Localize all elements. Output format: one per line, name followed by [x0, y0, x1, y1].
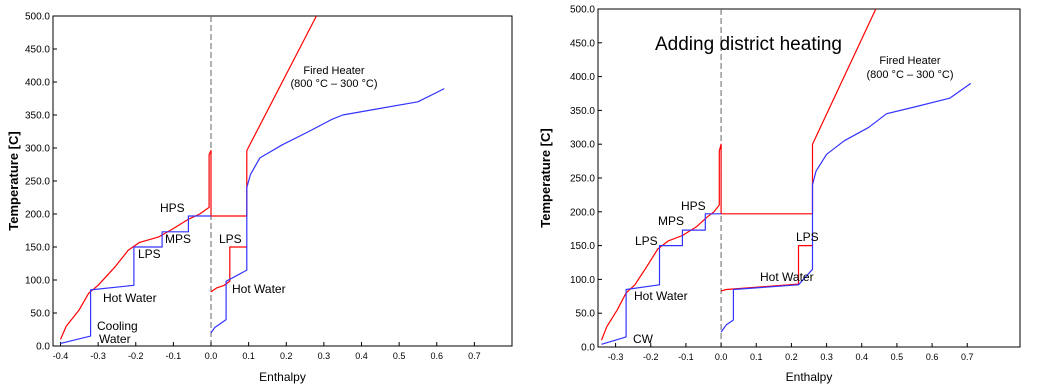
chart2-x-tick-label: 0.0: [715, 352, 728, 362]
chart2-y-tick-label: 350.0: [570, 106, 595, 117]
chart2-x-axis-label: Enthalpy: [786, 370, 833, 384]
chart2-y-axis-label: Temperature [C]: [538, 128, 553, 227]
chart1-x-axis-label: Enthalpy: [259, 370, 306, 384]
chart1-y-tick-label: 0.0: [36, 342, 50, 353]
chart1-x-tick-label: 0.5: [393, 351, 406, 361]
chart2-x-tick-label: 0.5: [891, 352, 904, 362]
chart2-y-tick-label: 450.0: [570, 38, 595, 49]
chart1-x-tick-label: 0.3: [318, 351, 331, 361]
chart1-y-tick-label: 100.0: [25, 276, 50, 287]
chart1-y-tick-label: 250.0: [25, 177, 50, 188]
chart1-annotation-10: Water: [99, 332, 131, 346]
chart2-y-tick-label: 500.0: [570, 5, 595, 16]
chart1-annotation-2: (800 °C – 300 °C): [290, 78, 377, 90]
chart1-x-tick-label: -0.3: [90, 351, 106, 361]
chart2-annotation-5: LPS: [635, 234, 658, 248]
chart2-cold-composite-curve-3: [601, 213, 722, 345]
chart2-x-tick-label: 0.1: [750, 352, 763, 362]
chart2-x-tick-label: 0.7: [961, 352, 974, 362]
chart2-x-tick-label: 0.3: [820, 352, 833, 362]
chart2-y-tick-label: 400.0: [570, 72, 595, 83]
chart1-y-tick-label: 50.0: [31, 309, 51, 320]
chart2-annotation-3: HPS: [681, 199, 706, 213]
chart2-y-tick-label: 0.0: [581, 343, 595, 354]
chart2-x-tick-label: 0.2: [785, 352, 798, 362]
chart1-cold-composite-curve-4: [210, 88, 445, 334]
chart2-y-tick-label: 300.0: [570, 140, 595, 151]
chart1-x-tick-label: 0.7: [468, 351, 481, 361]
chart1-x-tick-label: -0.4: [53, 351, 69, 361]
chart1-hot-composite-curve-2: [210, 246, 247, 293]
chart1-annotation-5: LPS: [138, 247, 161, 261]
chart1-cold-composite-curve-3: [60, 215, 211, 344]
chart1-x-tick-label: -0.2: [128, 351, 144, 361]
chart1-x-tick-label: 0.6: [430, 351, 443, 361]
chart1-annotation-7: Hot Water: [103, 291, 157, 305]
chart2-annotation-6: LPS: [796, 230, 819, 244]
chart2-x-tick-label: -0.2: [643, 352, 659, 362]
chart2-x-tick-label: 0.6: [926, 352, 939, 362]
chart2-y-tick-label: 100.0: [570, 275, 595, 286]
chart1-annotation-8: Hot Water: [232, 282, 286, 296]
chart1-y-tick-label: 300.0: [25, 144, 50, 155]
chart1-x-tick-label: 0.0: [205, 351, 218, 361]
chart1-annotation-4: MPS: [165, 232, 191, 246]
chart1-x-tick-label: -0.1: [166, 351, 182, 361]
chart1-x-tick-label: 0.4: [355, 351, 368, 361]
chart2-y-tick-label: 200.0: [570, 207, 595, 218]
chart1-x-tick-label: 0.2: [280, 351, 293, 361]
chart2-annotation-7: Hot Water: [634, 289, 688, 303]
chart1-y-tick-label: 400.0: [25, 78, 50, 89]
chart1-annotation-6: LPS: [219, 232, 242, 246]
chart2-annotation-8: Hot Water: [760, 270, 814, 284]
chart2-annotation-2: (800 °C – 300 °C): [866, 69, 953, 81]
chart1-annotation-3: HPS: [160, 201, 185, 215]
chart1-x-tick-label: 0.1: [242, 351, 255, 361]
chart1-y-tick-label: 200.0: [25, 210, 50, 221]
chart2-cold-composite-curve-4: [720, 82, 972, 333]
chart2-x-tick-label: -0.3: [608, 352, 624, 362]
chart1-y-axis-label: Temperature [C]: [6, 131, 21, 230]
chart2-annotation-1: Fired Heater: [879, 55, 940, 67]
chart1-y-tick-label: 500.0: [25, 12, 50, 23]
chart2-annotation-9: CW: [633, 332, 654, 346]
chart2-annotation-4: MPS: [658, 214, 684, 228]
chart1-y-tick-label: 150.0: [25, 243, 50, 254]
chart2-y-tick-label: 150.0: [570, 241, 595, 252]
chart2-chart-title: Adding district heating: [655, 34, 842, 55]
chart2-y-tick-label: 250.0: [570, 174, 595, 185]
chart1-annotation-9: Cooling: [97, 319, 138, 333]
chart2-x-tick-label: -0.1: [678, 352, 694, 362]
chart1-y-tick-label: 350.0: [25, 111, 50, 122]
chart1-annotation-1: Fired Heater: [303, 65, 364, 77]
chart1-y-tick-label: 450.0: [25, 45, 50, 56]
chart2-x-tick-label: 0.4: [855, 352, 868, 362]
chart2-y-tick-label: 50.0: [576, 309, 596, 320]
